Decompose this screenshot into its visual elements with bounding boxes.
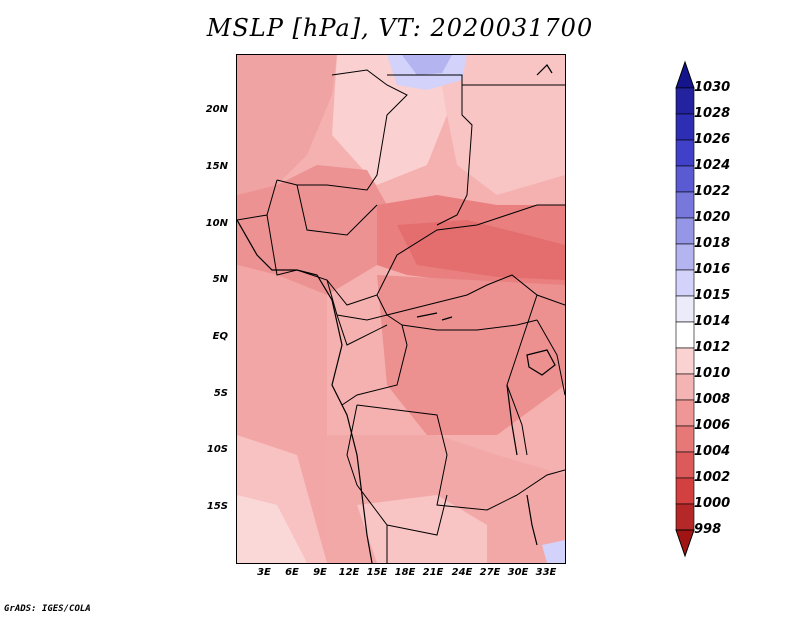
colorbar-segment	[675, 87, 695, 115]
colorbar	[675, 60, 695, 558]
y-tick-label: 10N	[205, 218, 228, 229]
colorbar-segment	[675, 113, 695, 141]
field-south-1012	[357, 495, 487, 563]
border-sahel	[266, 204, 565, 306]
colorbar-segment	[675, 217, 695, 245]
colorbar-segment	[675, 165, 695, 193]
colorbar-label: 1004	[694, 444, 731, 459]
border-angola-drc	[356, 404, 518, 511]
x-tick-label: 30E	[507, 567, 529, 578]
y-tick-label: 15S	[206, 501, 228, 512]
border-car-south	[376, 274, 565, 316]
field-south-east-1016	[542, 540, 565, 563]
border-algeria-niger	[276, 69, 408, 191]
border-angola-zambia	[386, 494, 448, 536]
colorbar-label: 1008	[694, 392, 731, 407]
colorbar-label: 1000	[694, 496, 731, 511]
x-tick-label: 3E	[257, 567, 271, 578]
y-tick-label: 10S	[206, 444, 228, 455]
coastlines	[237, 64, 556, 563]
credit-text: GrADS: IGES/COLA	[4, 604, 91, 614]
colorbar-segment	[675, 373, 695, 401]
lake-features	[416, 312, 453, 321]
border-libya-chad	[387, 74, 473, 226]
x-tick-label: 9E	[313, 567, 327, 578]
field-north-west-1008	[237, 55, 337, 195]
border-nigeria-north	[296, 184, 378, 236]
colorbar-label: 1012	[694, 340, 731, 355]
mslp-map	[236, 54, 566, 564]
x-tick-label: 33E	[535, 567, 557, 578]
colorbar-label: 998	[694, 522, 722, 537]
colorbar-label: 1014	[694, 314, 731, 329]
colorbar-segment	[675, 503, 695, 531]
y-tick-label: EQ	[212, 331, 228, 342]
colorbar-top-arrow	[675, 60, 695, 89]
x-tick-label: 27E	[479, 567, 501, 578]
y-tick-label: 5N	[212, 274, 228, 285]
y-tick-label: 20N	[205, 104, 228, 115]
colorbar-label: 1028	[694, 106, 731, 121]
colorbar-label: 1018	[694, 236, 731, 251]
x-tick-label: 24E	[451, 567, 473, 578]
x-tick-label: 6E	[285, 567, 299, 578]
colorbar-segment	[675, 347, 695, 375]
colorbar-label: 1015	[694, 288, 731, 303]
lake-malawi	[526, 494, 538, 546]
lake-victoria	[526, 349, 556, 376]
colorbar-label: 1002	[694, 470, 731, 485]
field-central-low-1004	[397, 220, 565, 280]
colorbar-segment	[675, 451, 695, 479]
colorbar-label: 1024	[694, 158, 731, 173]
border-angola-west	[346, 404, 388, 563]
colorbar-label: 1030	[694, 80, 731, 95]
colorbar-segment	[675, 139, 695, 167]
border-gabon-congo	[336, 314, 408, 406]
colorbar-segment	[675, 425, 695, 453]
border-east-africa	[536, 319, 565, 396]
chart-title: MSLP [hPa], VT: 2020031700	[206, 14, 594, 42]
coastline-west-africa	[237, 219, 373, 563]
colorbar-segment	[675, 295, 695, 323]
border-tanzania	[516, 469, 565, 496]
colorbar-segment	[675, 269, 695, 297]
x-tick-label: 18E	[394, 567, 416, 578]
colorbar-label: 1020	[694, 210, 731, 225]
border-cameroon	[326, 279, 388, 346]
x-tick-label: 21E	[422, 567, 444, 578]
colorbar-label: 1026	[694, 132, 731, 147]
x-tick-label: 15E	[366, 567, 388, 578]
x-tick-label: 12E	[338, 567, 360, 578]
y-tick-label: 5S	[213, 388, 228, 399]
field-high-north-1018	[402, 55, 452, 75]
colorbar-segment	[675, 477, 695, 505]
colorbar-segment	[675, 191, 695, 219]
y-tick-label: 15N	[205, 161, 228, 172]
colorbar-segment	[675, 399, 695, 427]
colorbar-label: 1016	[694, 262, 731, 277]
colorbar-label: 1010	[694, 366, 731, 381]
colorbar-segment	[675, 321, 695, 349]
colorbar-segment	[675, 243, 695, 271]
border-drc-north	[401, 319, 538, 331]
pressure-field-svg	[237, 55, 565, 563]
colorbar-label: 1006	[694, 418, 731, 433]
lake-tanganyika	[506, 384, 518, 456]
field-south-west-1014	[237, 495, 307, 563]
sinai-coast	[536, 64, 553, 76]
country-borders	[237, 69, 565, 563]
colorbar-bottom-arrow	[675, 529, 695, 558]
colorbar-label: 1022	[694, 184, 731, 199]
